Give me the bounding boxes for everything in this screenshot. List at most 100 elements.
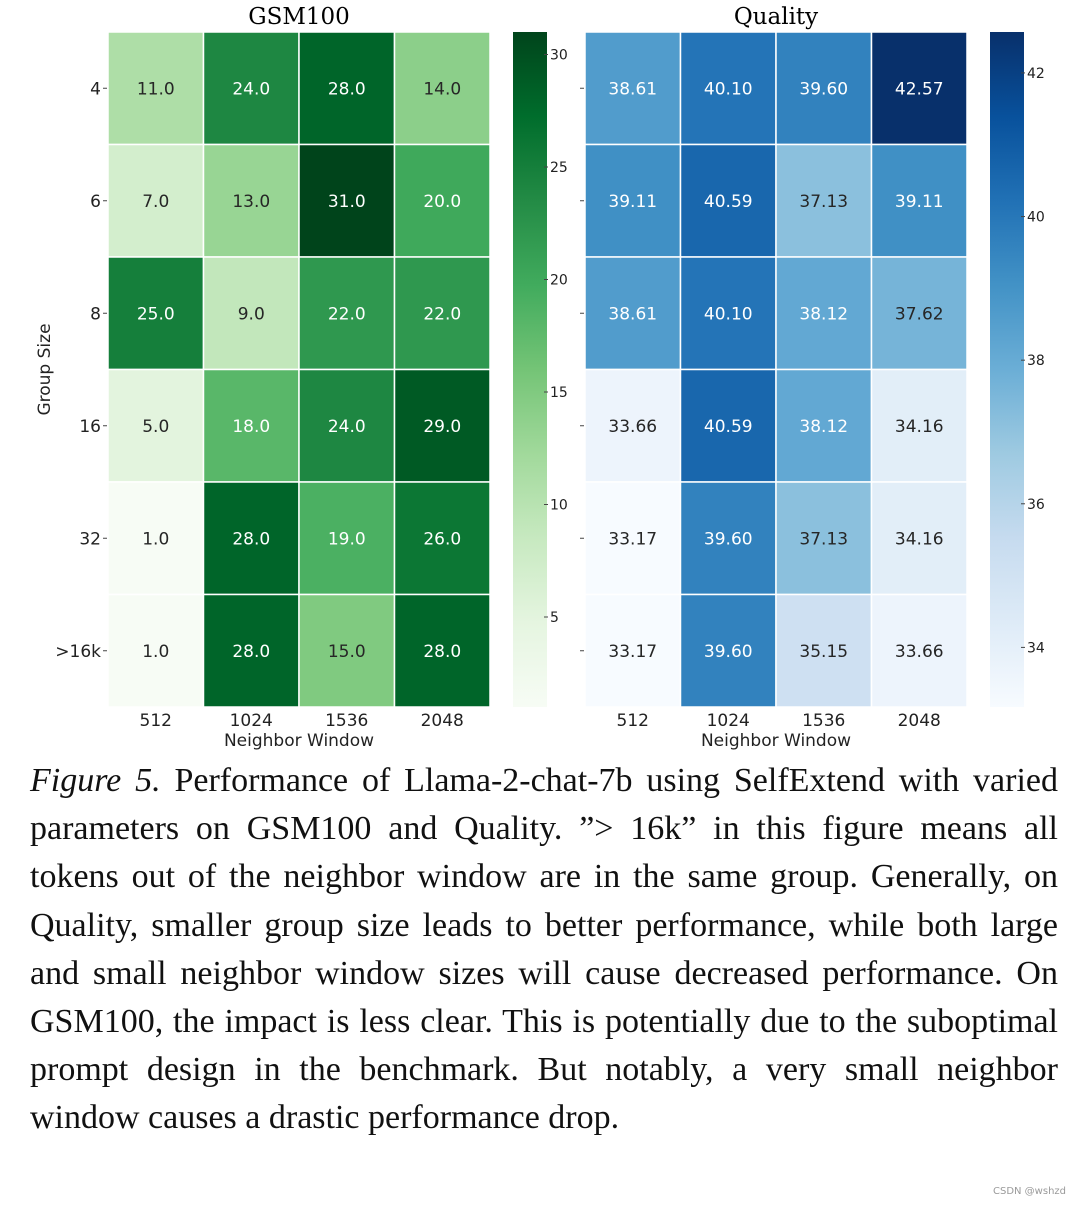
heatmap-cell <box>679 143 777 258</box>
x-tick-label: 512 <box>140 711 172 731</box>
cell-label: 29.0 <box>423 417 461 437</box>
y-tick-label: >16k <box>55 642 101 662</box>
cell-label: 40.10 <box>704 79 753 99</box>
x-tick-label: 2048 <box>421 711 464 731</box>
heatmap-cell <box>584 256 682 371</box>
heatmap-cell <box>584 593 682 708</box>
colorbar <box>990 32 1024 707</box>
heatmap-cell <box>679 368 777 483</box>
cell-label: 39.11 <box>608 192 657 212</box>
colorbar-tick-label: 30 <box>550 48 568 64</box>
cell-label: 9.0 <box>238 304 265 324</box>
cell-label: 18.0 <box>232 417 270 437</box>
cell-label: 28.0 <box>423 642 461 662</box>
colorbar-tick-label: 40 <box>1027 210 1045 226</box>
heatmap-cell <box>393 256 491 371</box>
x-tick-label: 1536 <box>325 711 368 731</box>
cell-label: 7.0 <box>142 192 169 212</box>
cell-label: 5.0 <box>142 417 169 437</box>
cell-label: 15.0 <box>328 642 366 662</box>
heatmap-cell <box>202 143 300 258</box>
chart-title: Quality <box>734 4 818 30</box>
cell-label: 42.57 <box>895 79 944 99</box>
y-tick-label: 4 <box>90 79 101 99</box>
cell-label: 24.0 <box>328 417 366 437</box>
y-tick-label: 16 <box>79 417 101 437</box>
colorbar <box>513 32 547 707</box>
heatmap-cell <box>870 368 968 483</box>
cell-label: 38.61 <box>608 304 657 324</box>
x-axis-label: Neighbor Window <box>224 731 374 751</box>
colorbar-tick-label: 36 <box>1027 497 1045 513</box>
heatmap-cell <box>679 31 777 146</box>
y-axis-label: Group Size <box>35 323 55 415</box>
x-axis-label: Neighbor Window <box>701 731 851 751</box>
cell-label: 39.60 <box>704 529 753 549</box>
heatmap-cell <box>679 593 777 708</box>
cell-label: 19.0 <box>328 529 366 549</box>
heatmap-gsm100: GSM100 11.0 24.0 28.0 14.0 7.0 13.0 31.0 20.0 25.… <box>35 4 568 751</box>
cell-label: 38.12 <box>799 304 848 324</box>
cell-label: 1.0 <box>142 642 169 662</box>
cell-label: 37.13 <box>799 529 848 549</box>
heatmap-cell <box>202 593 300 708</box>
heatmap-cell <box>298 481 396 596</box>
x-tick-label: 512 <box>617 711 649 731</box>
heatmap-cell <box>584 143 682 258</box>
heatmap-cell <box>584 481 682 596</box>
cell-label: 14.0 <box>423 79 461 99</box>
cell-label: 28.0 <box>328 79 366 99</box>
cell-label: 37.13 <box>799 192 848 212</box>
colorbar-tick-label: 25 <box>550 160 568 176</box>
cell-label: 13.0 <box>232 192 270 212</box>
cell-label: 33.66 <box>895 642 944 662</box>
heatmap-cell <box>393 593 491 708</box>
caption-label: Figure 5. <box>30 762 161 799</box>
heatmap-cell <box>775 31 873 146</box>
heatmap-cell <box>202 481 300 596</box>
cell-label: 40.10 <box>704 304 753 324</box>
cell-label: 39.60 <box>799 79 848 99</box>
cell-label: 38.61 <box>608 79 657 99</box>
cell-label: 28.0 <box>232 529 270 549</box>
heatmap-cell <box>107 31 205 146</box>
cell-label: 24.0 <box>232 79 270 99</box>
cell-label: 38.12 <box>799 417 848 437</box>
heatmap-cell <box>775 256 873 371</box>
y-tick-label: 8 <box>90 304 101 324</box>
cell-label: 22.0 <box>423 304 461 324</box>
cell-label: 40.59 <box>704 192 753 212</box>
heatmap-cell <box>202 31 300 146</box>
cell-label: 22.0 <box>328 304 366 324</box>
x-tick-label: 1536 <box>802 711 845 731</box>
chart-title: GSM100 <box>248 4 350 30</box>
heatmap-cell <box>870 256 968 371</box>
heatmap-cell <box>202 256 300 371</box>
cell-label: 11.0 <box>137 79 175 99</box>
colorbar-tick-label: 34 <box>1027 640 1045 656</box>
cell-label: 33.66 <box>608 417 657 437</box>
colorbar-tick-label: 10 <box>550 498 568 514</box>
cell-label: 33.17 <box>608 529 657 549</box>
heatmap-cell <box>393 481 491 596</box>
heatmap-cell <box>298 593 396 708</box>
colorbar-tick-label: 20 <box>550 273 568 289</box>
caption-text: Performance of Llama-2-chat-7b using Sel… <box>30 762 1058 1137</box>
cell-label: 25.0 <box>137 304 175 324</box>
colorbar-tick-label: 42 <box>1027 66 1045 82</box>
heatmap-cell <box>679 481 777 596</box>
cell-label: 33.17 <box>608 642 657 662</box>
heatmap-cell <box>107 593 205 708</box>
heatmap-cell <box>870 593 968 708</box>
x-tick-label: 2048 <box>898 711 941 731</box>
x-tick-label: 1024 <box>230 711 273 731</box>
cell-label: 35.15 <box>799 642 848 662</box>
x-tick-label: 1024 <box>707 711 750 731</box>
heatmap-cell <box>870 31 968 146</box>
cell-label: 31.0 <box>328 192 366 212</box>
colorbar-tick-label: 38 <box>1027 353 1045 369</box>
colorbar-tick-label: 5 <box>550 610 559 626</box>
heatmap-cell <box>202 368 300 483</box>
cell-label: 39.60 <box>704 642 753 662</box>
cell-label: 1.0 <box>142 529 169 549</box>
